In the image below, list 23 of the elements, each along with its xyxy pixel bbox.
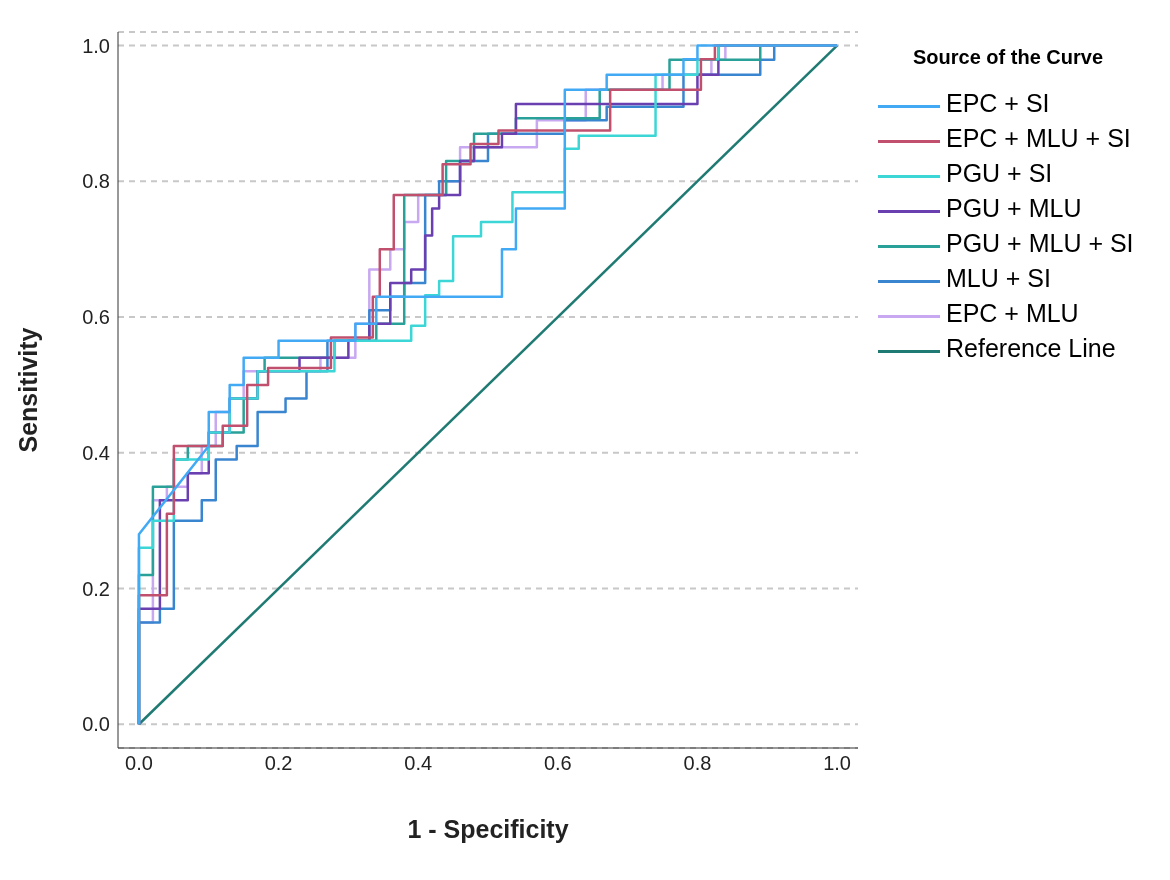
legend-label: Reference Line <box>946 334 1117 363</box>
x-tick-label: 1.0 <box>823 752 851 775</box>
y-tick-label: 0.6 <box>82 306 110 329</box>
x-tick-label: 0.2 <box>264 752 293 775</box>
x-tick-label: 0.4 <box>404 752 433 775</box>
legend-label: PGU + SI <box>946 159 1054 188</box>
y-tick-label: 1.0 <box>82 34 110 57</box>
x-tick-label: 0.8 <box>683 752 712 775</box>
legend-label: PGU + MLU + SI <box>946 229 1135 258</box>
y-axis-title: Sensitivity <box>13 327 42 453</box>
y-tick-label: 0.2 <box>82 577 110 600</box>
legend-label: EPC + SI <box>946 89 1051 118</box>
legend-title: Source of the Curve <box>911 46 1104 69</box>
y-tick-label: 0.4 <box>82 441 110 464</box>
legend-label: PGU + MLU <box>946 194 1083 223</box>
legend-label: MLU + SI <box>946 264 1052 293</box>
y-tick-label: 0.8 <box>82 170 110 193</box>
legend-label: EPC + MLU + SI <box>946 124 1132 153</box>
y-tick-label: 0.0 <box>82 713 110 736</box>
x-tick-label: 0.6 <box>543 752 572 775</box>
x-tick-label: 0.0 <box>125 752 153 775</box>
x-axis-title: 1 - Specificity <box>407 815 569 843</box>
legend-label: EPC + MLU <box>946 299 1080 328</box>
